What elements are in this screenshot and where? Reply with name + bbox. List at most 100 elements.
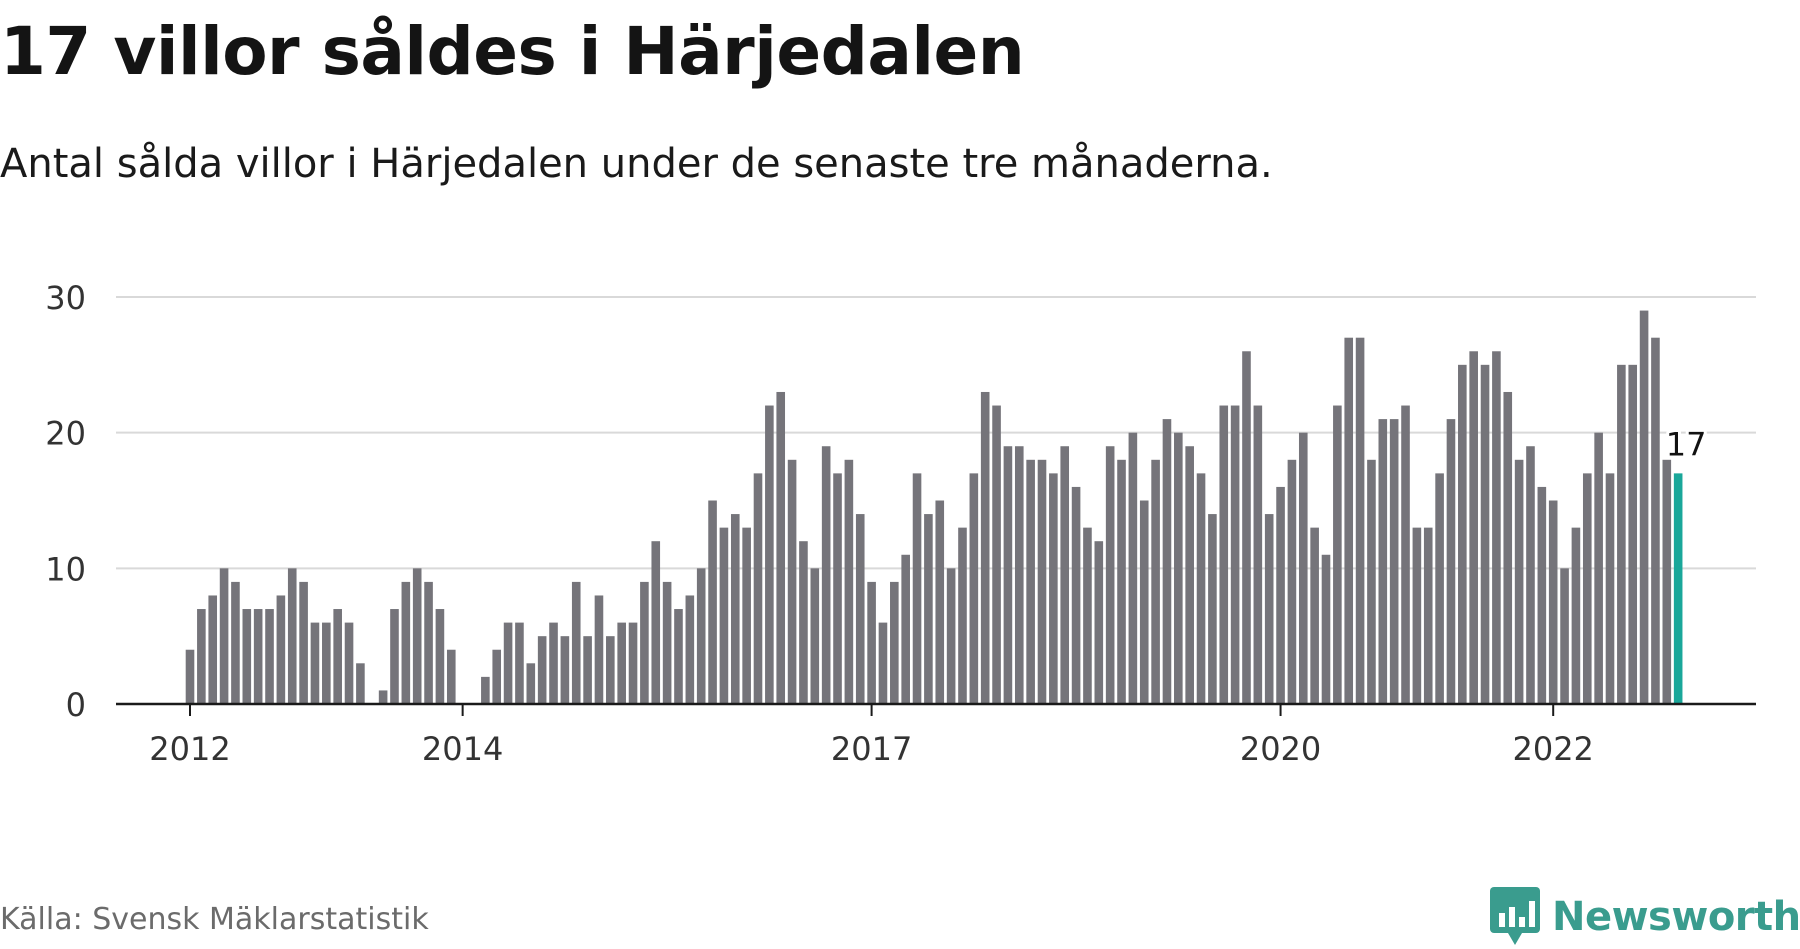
bar xyxy=(208,595,218,704)
bar xyxy=(992,405,1001,704)
bar xyxy=(1117,459,1126,704)
bar xyxy=(719,527,729,704)
bar xyxy=(1662,459,1672,704)
bar xyxy=(1298,432,1308,704)
bar xyxy=(844,459,854,704)
bar xyxy=(1094,541,1104,704)
bar xyxy=(1174,432,1183,704)
y-tick-label: 30 xyxy=(45,279,86,317)
bar xyxy=(1026,459,1035,704)
bar xyxy=(424,581,433,704)
bar xyxy=(730,514,740,704)
bar xyxy=(696,568,706,704)
bar xyxy=(1310,527,1319,704)
bar xyxy=(1151,459,1160,704)
bar xyxy=(1378,419,1388,704)
bar xyxy=(1582,473,1592,704)
bar xyxy=(1594,432,1603,704)
bar xyxy=(412,568,422,704)
bar xyxy=(1105,446,1115,704)
bar xyxy=(219,568,229,704)
bar xyxy=(1253,405,1263,704)
bar xyxy=(799,541,808,704)
bar xyxy=(708,500,717,704)
bar xyxy=(1492,351,1501,704)
bar xyxy=(1548,500,1558,704)
x-tick-label: 2022 xyxy=(1512,730,1593,768)
bar xyxy=(1219,405,1229,704)
bar xyxy=(1321,554,1331,704)
bar xyxy=(1503,391,1513,704)
bar xyxy=(776,391,786,704)
bar xyxy=(276,595,286,704)
bar xyxy=(765,405,774,704)
bar xyxy=(980,391,990,704)
bar xyxy=(1162,419,1172,704)
bar xyxy=(651,541,661,704)
bar xyxy=(662,581,672,704)
bar xyxy=(1230,405,1240,704)
bar xyxy=(753,473,763,704)
newsworthy-logo-icon xyxy=(1490,887,1540,945)
bar xyxy=(1071,486,1081,704)
bar xyxy=(1276,486,1285,704)
bar xyxy=(742,527,751,704)
bar xyxy=(1469,351,1478,704)
bar xyxy=(1333,405,1342,704)
bar xyxy=(821,446,831,704)
bar xyxy=(537,636,547,704)
bar xyxy=(1423,527,1433,704)
bar xyxy=(571,581,581,704)
bar xyxy=(197,609,206,704)
bar xyxy=(1446,419,1456,704)
bar xyxy=(1060,446,1070,704)
bar xyxy=(265,609,274,704)
bar xyxy=(446,649,456,704)
bar xyxy=(1196,473,1206,704)
bar xyxy=(1571,527,1581,704)
bar xyxy=(901,554,910,704)
bar xyxy=(912,473,922,704)
bar xyxy=(1458,364,1467,704)
bar xyxy=(935,500,945,704)
bar xyxy=(1651,337,1660,704)
bar xyxy=(1185,446,1194,704)
bar xyxy=(1264,514,1274,704)
bar xyxy=(515,622,524,704)
bar xyxy=(333,609,342,704)
bar xyxy=(1514,459,1524,704)
bar xyxy=(481,676,490,704)
x-tick-label: 2014 xyxy=(422,730,503,768)
bar xyxy=(1344,337,1354,704)
bar xyxy=(1389,419,1399,704)
bar xyxy=(322,622,331,704)
bar xyxy=(855,514,865,704)
bar xyxy=(344,622,354,704)
bar xyxy=(1560,568,1569,704)
bar xyxy=(606,636,615,704)
bar xyxy=(560,636,570,704)
bar xyxy=(1605,473,1615,704)
bar xyxy=(1537,486,1547,704)
bar xyxy=(242,609,252,704)
bar xyxy=(356,663,365,704)
brand-name: Newsworthy xyxy=(1552,894,1800,940)
bar xyxy=(1208,514,1217,704)
bar xyxy=(1639,310,1649,704)
y-tick-label: 10 xyxy=(45,550,86,588)
bar xyxy=(1617,364,1626,704)
bar xyxy=(628,622,638,704)
bar xyxy=(1367,459,1376,704)
bar xyxy=(492,649,502,704)
bar xyxy=(390,609,399,704)
bar xyxy=(1287,459,1297,704)
bar xyxy=(1014,446,1024,704)
chart-subtitle: Antal sålda villor i Härjedalen under de… xyxy=(0,141,1273,187)
bar xyxy=(969,473,979,704)
bar xyxy=(1480,364,1490,704)
bar xyxy=(583,636,592,704)
bar xyxy=(685,595,695,704)
bar xyxy=(1037,459,1047,704)
y-tick-label: 0 xyxy=(66,686,86,724)
